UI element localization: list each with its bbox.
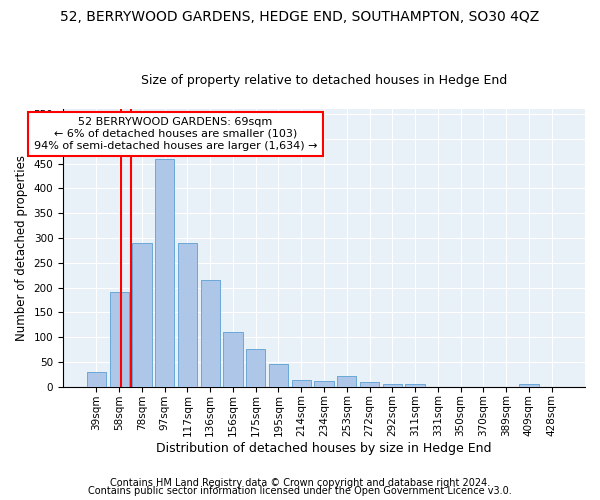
Bar: [155, 158, 175, 386]
Bar: [519, 384, 539, 386]
Bar: [223, 332, 242, 386]
Bar: [360, 382, 379, 386]
Bar: [383, 384, 402, 386]
Text: 52 BERRYWOOD GARDENS: 69sqm
← 6% of detached houses are smaller (103)
94% of sem: 52 BERRYWOOD GARDENS: 69sqm ← 6% of deta…: [34, 118, 317, 150]
Bar: [178, 243, 197, 386]
Bar: [132, 243, 152, 386]
Bar: [269, 364, 288, 386]
Bar: [246, 350, 265, 387]
Text: Contains public sector information licensed under the Open Government Licence v3: Contains public sector information licen…: [88, 486, 512, 496]
Bar: [406, 384, 425, 386]
Y-axis label: Number of detached properties: Number of detached properties: [15, 155, 28, 341]
Bar: [110, 292, 129, 386]
Title: Size of property relative to detached houses in Hedge End: Size of property relative to detached ho…: [141, 74, 507, 87]
Text: 52, BERRYWOOD GARDENS, HEDGE END, SOUTHAMPTON, SO30 4QZ: 52, BERRYWOOD GARDENS, HEDGE END, SOUTHA…: [61, 10, 539, 24]
Bar: [292, 380, 311, 386]
Text: Contains HM Land Registry data © Crown copyright and database right 2024.: Contains HM Land Registry data © Crown c…: [110, 478, 490, 488]
Bar: [200, 280, 220, 386]
Bar: [87, 372, 106, 386]
X-axis label: Distribution of detached houses by size in Hedge End: Distribution of detached houses by size …: [156, 442, 492, 455]
Bar: [314, 380, 334, 386]
Bar: [337, 376, 356, 386]
